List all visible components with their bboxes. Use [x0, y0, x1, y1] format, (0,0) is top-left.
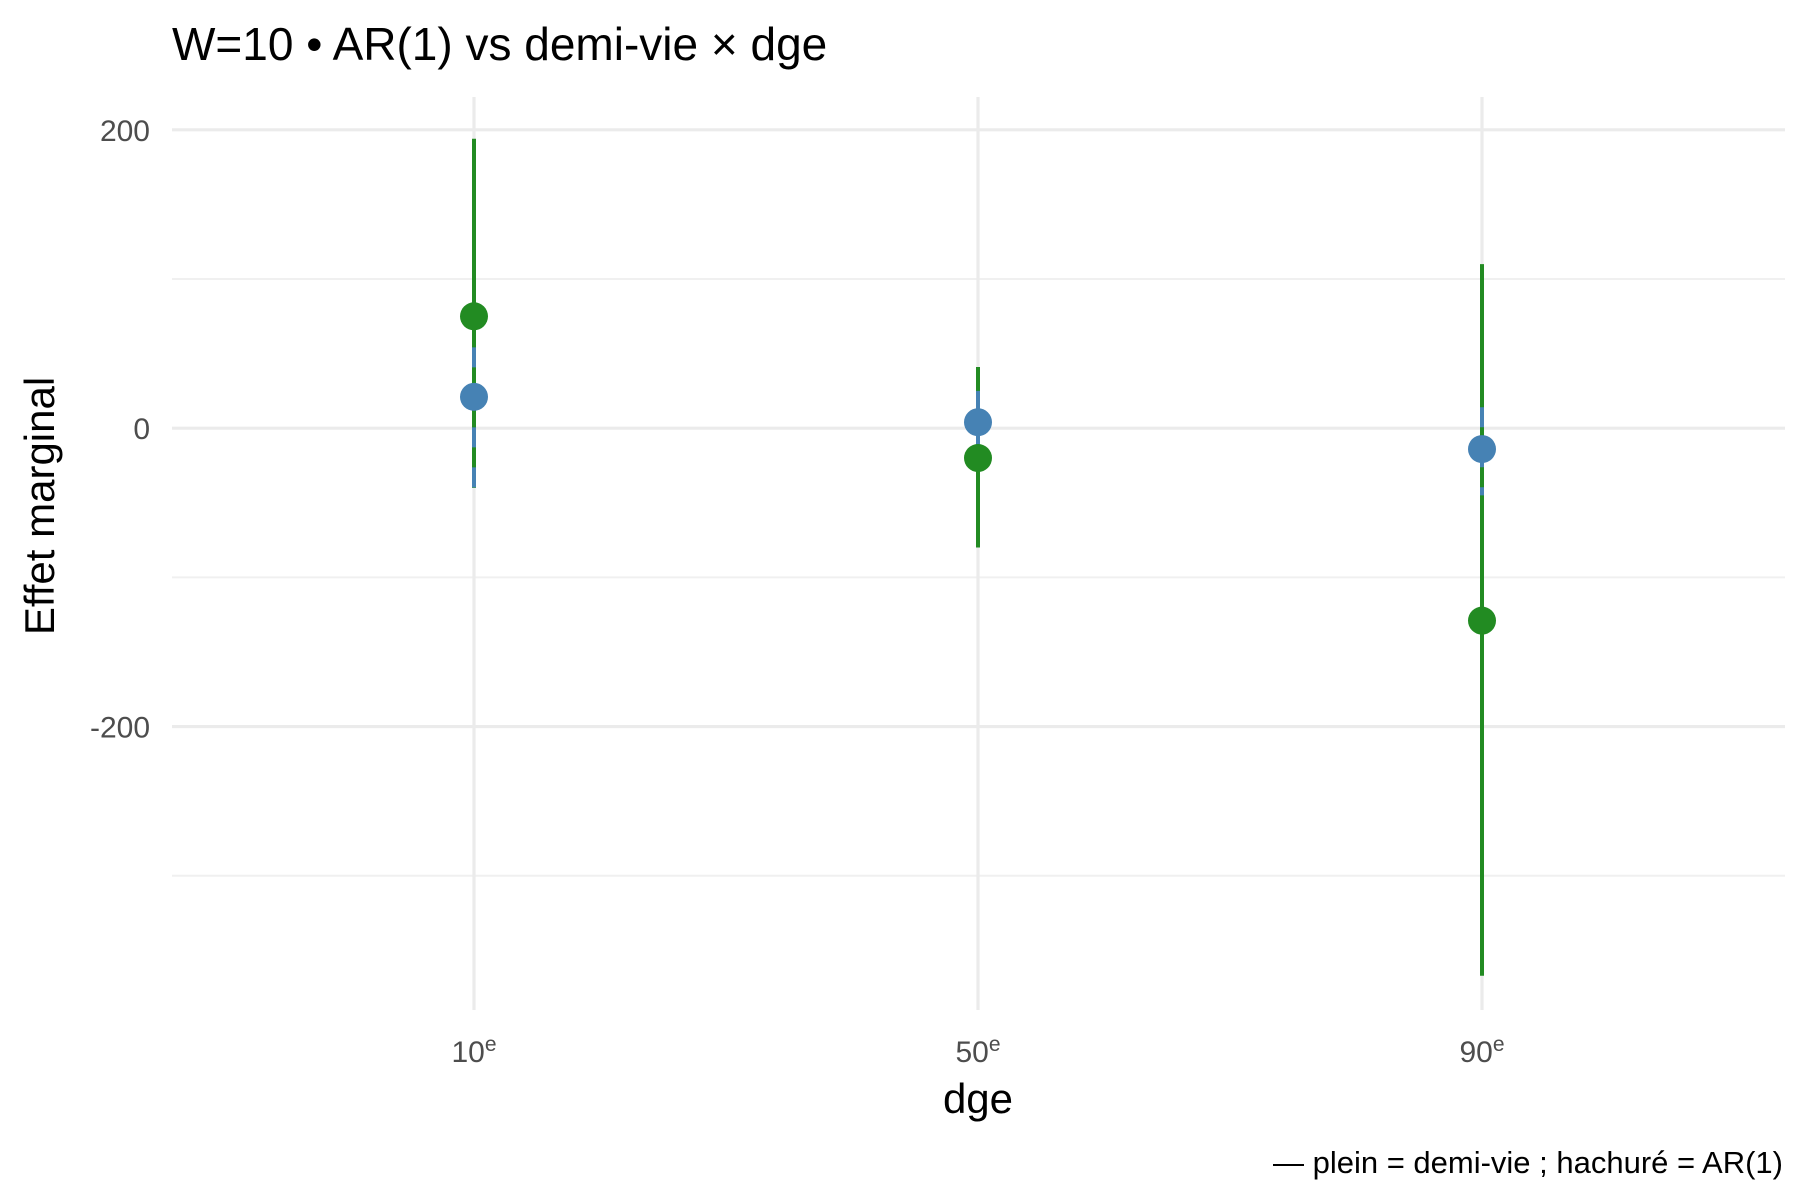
x-tick-label: 50e	[955, 1033, 1000, 1069]
y-tick-labels: 200 0 -200	[90, 115, 150, 745]
plot-marks	[460, 138, 1496, 976]
y-tick-label: 200	[100, 115, 150, 148]
x-tick-label: 10e	[451, 1033, 496, 1069]
chart-title: W=10 • AR(1) vs demi-vie × dge	[172, 18, 827, 70]
point-series-2	[460, 382, 488, 411]
chart-caption: — plein = demi-vie ; hachuré = AR(1)	[1273, 1145, 1783, 1180]
x-axis-title: dge	[943, 1075, 1013, 1122]
x-tick-label: 90e	[1459, 1033, 1504, 1069]
y-tick-label: -200	[90, 712, 150, 745]
x-tick-labels: 10e 50e 90e	[451, 1033, 1504, 1069]
point-series-1	[460, 302, 488, 331]
point-series-2	[1468, 435, 1496, 464]
point-series-2	[964, 408, 992, 437]
grid	[172, 97, 1785, 1010]
point-series-1	[964, 444, 992, 473]
y-tick-label: 0	[133, 413, 150, 446]
y-axis-title: Effet marginal	[16, 377, 63, 635]
point-series-1	[1468, 606, 1496, 635]
